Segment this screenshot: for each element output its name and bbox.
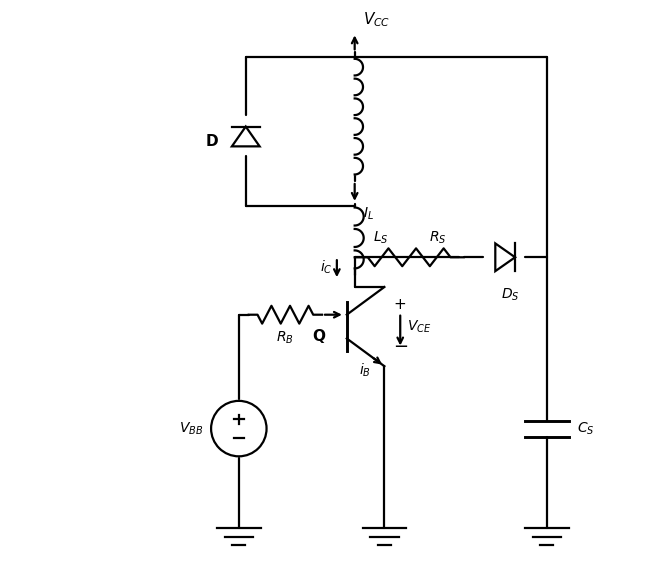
Text: $V_{BB}$: $V_{BB}$ xyxy=(179,420,203,437)
Text: $L_S$: $L_S$ xyxy=(373,230,388,246)
Text: $C_S$: $C_S$ xyxy=(577,420,594,437)
Text: Q: Q xyxy=(312,329,325,344)
Text: $i_B$: $i_B$ xyxy=(359,361,371,379)
Text: −: − xyxy=(393,338,408,356)
Text: $R_S$: $R_S$ xyxy=(429,230,446,246)
Text: $i_C$: $i_C$ xyxy=(321,259,333,276)
Text: D: D xyxy=(205,134,218,149)
Text: $V_{CC}$: $V_{CC}$ xyxy=(362,10,390,29)
Text: $V_{CE}$: $V_{CE}$ xyxy=(407,319,432,335)
Text: $R_B$: $R_B$ xyxy=(277,329,294,346)
Text: $I_L$: $I_L$ xyxy=(362,206,373,222)
Text: +: + xyxy=(394,297,406,312)
Text: $D_S$: $D_S$ xyxy=(501,287,519,303)
